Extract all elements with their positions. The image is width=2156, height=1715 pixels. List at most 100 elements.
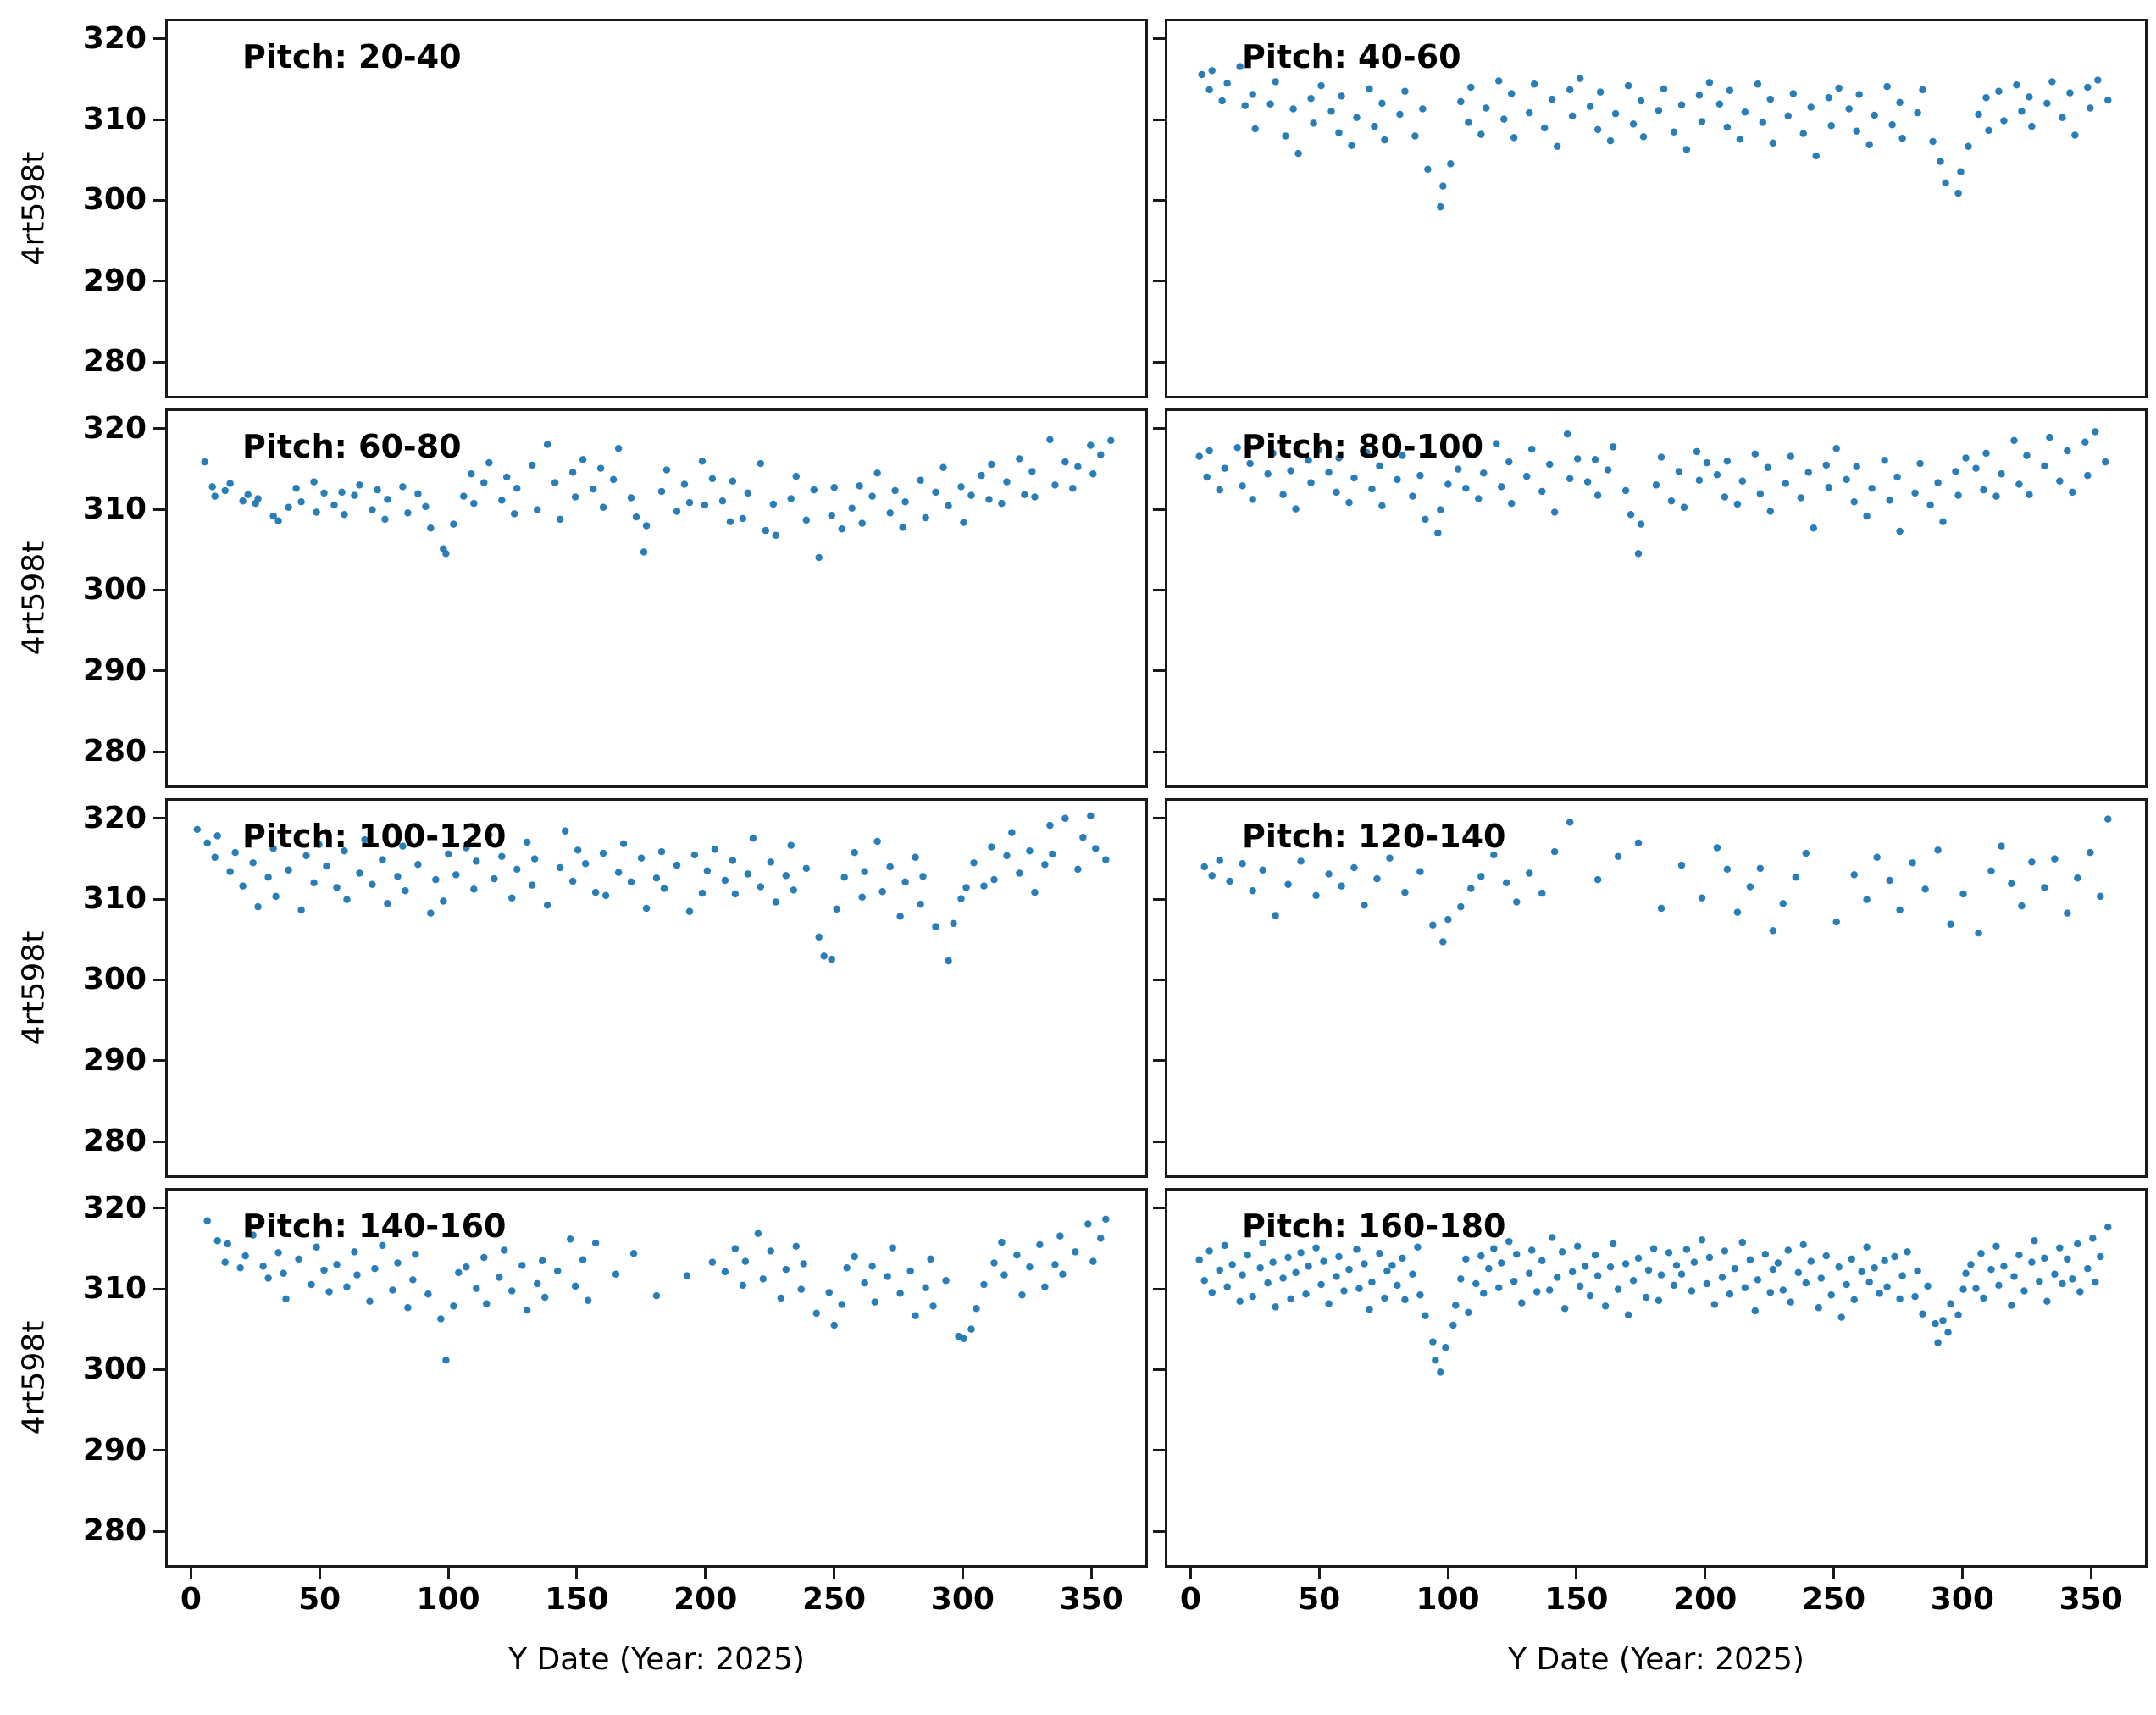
data-point	[239, 882, 247, 890]
data-point	[1097, 1235, 1105, 1242]
data-point	[1195, 1256, 1203, 1264]
scatter-plot	[1200, 815, 2112, 946]
data-point	[939, 463, 947, 472]
data-point	[1627, 510, 1635, 519]
data-point	[2010, 1273, 2018, 1280]
data-point	[942, 1277, 950, 1285]
data-point	[1525, 108, 1533, 117]
data-point	[1216, 1266, 1223, 1274]
data-point	[264, 1274, 272, 1282]
data-point	[1333, 488, 1340, 497]
x-tick-mark	[2089, 1568, 2092, 1579]
data-point	[1738, 1238, 1747, 1246]
data-point	[491, 874, 498, 883]
data-point	[1947, 920, 1954, 928]
data-point	[1345, 498, 1353, 507]
data-point	[2028, 122, 2036, 130]
data-point	[1205, 1247, 1213, 1255]
data-point	[1249, 887, 1256, 895]
data-point	[1467, 885, 1475, 892]
data-point	[1335, 1252, 1343, 1261]
data-point	[640, 548, 648, 556]
data-point	[1642, 1293, 1650, 1302]
data-point	[1832, 444, 1840, 452]
y-tick-mark	[1153, 750, 1165, 753]
data-point	[211, 853, 219, 862]
scatter-points	[201, 436, 1115, 562]
data-point	[1394, 475, 1401, 484]
data-point	[1965, 142, 1972, 150]
data-point	[2013, 81, 2020, 89]
data-point	[901, 498, 909, 506]
y-tick-mark	[1153, 588, 1165, 591]
data-point	[574, 846, 582, 854]
data-point	[1518, 1299, 1526, 1307]
data-point	[1051, 481, 1059, 489]
data-point	[543, 441, 551, 448]
x-tick-label: 250	[801, 1582, 867, 1617]
data-point	[1087, 812, 1095, 820]
data-point	[1312, 891, 1320, 900]
data-point	[858, 893, 866, 901]
data-point	[1312, 1244, 1320, 1252]
data-point	[1782, 480, 1790, 487]
data-point	[2015, 1251, 2023, 1259]
data-point	[1386, 854, 1394, 862]
data-point	[891, 486, 899, 495]
y-tick-label: 300	[82, 1351, 147, 1387]
data-point	[1591, 1251, 1599, 1259]
data-point	[1896, 98, 1904, 107]
data-point	[2069, 488, 2076, 497]
data-point	[1335, 454, 1343, 462]
data-point	[1863, 1243, 1871, 1252]
data-point	[1310, 119, 1317, 127]
data-point	[1657, 1271, 1665, 1279]
data-point	[851, 848, 858, 857]
data-point	[571, 1282, 579, 1290]
data-point	[960, 519, 967, 526]
data-point	[239, 497, 247, 505]
data-point	[960, 1335, 967, 1343]
data-point	[1239, 860, 1246, 868]
data-point	[1703, 458, 1711, 467]
data-point	[1850, 1296, 1858, 1304]
data-point	[341, 847, 348, 855]
data-point	[711, 846, 719, 853]
data-point	[450, 520, 457, 528]
data-point	[1264, 1279, 1272, 1287]
data-point	[721, 1268, 729, 1276]
data-point	[1576, 75, 1584, 82]
data-point	[1855, 91, 1863, 98]
data-point	[1721, 1247, 1729, 1255]
data-point	[1439, 938, 1447, 946]
x-tick-label: 350	[1059, 1582, 1123, 1617]
data-point	[1049, 850, 1056, 858]
data-point	[1482, 104, 1490, 112]
data-point	[1383, 1267, 1391, 1275]
data-point	[1916, 459, 1924, 468]
data-point	[236, 1264, 244, 1272]
panel-title: Pitch: 40-60	[1242, 38, 1461, 75]
data-point	[1825, 94, 1832, 102]
data-point	[323, 862, 330, 870]
data-point	[320, 1266, 328, 1274]
data-point	[856, 482, 863, 490]
data-point	[1553, 142, 1561, 150]
data-point	[1937, 158, 1944, 165]
data-point	[833, 905, 840, 913]
data-point	[1507, 499, 1516, 508]
data-point	[1305, 457, 1312, 464]
data-point	[1843, 1280, 1850, 1289]
data-point	[1934, 1339, 1942, 1346]
data-point	[310, 478, 318, 486]
data-point	[1766, 95, 1775, 103]
data-point	[2081, 438, 2089, 446]
data-point	[1853, 463, 1860, 471]
data-point	[2000, 1263, 2008, 1270]
data-point	[1223, 80, 1231, 87]
data-point	[1527, 445, 1536, 453]
data-point	[1873, 853, 1881, 862]
data-point	[729, 857, 737, 864]
data-point	[1089, 1257, 1097, 1265]
x-tick-mark	[1704, 1568, 1707, 1579]
